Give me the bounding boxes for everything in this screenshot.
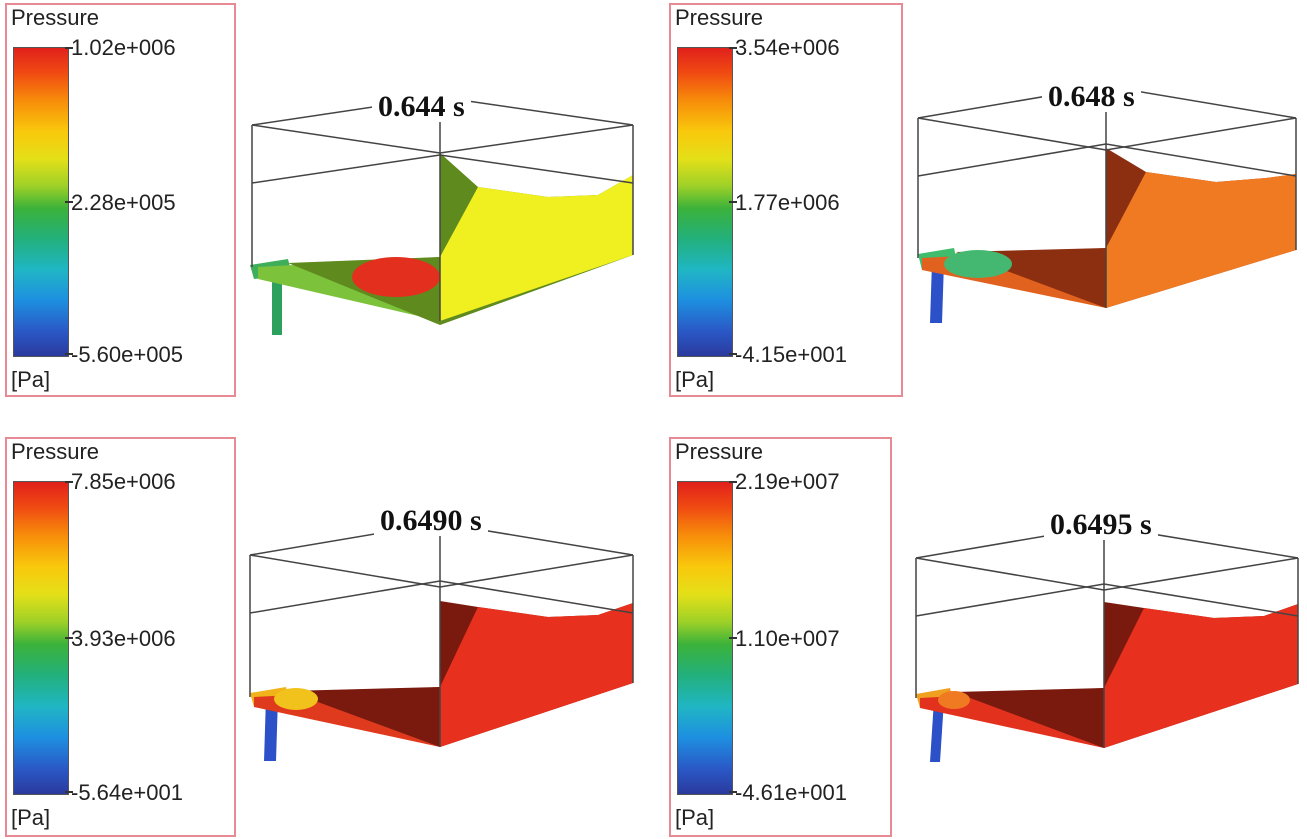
side-wall [1104,604,1298,748]
color-scale-bar [677,481,733,795]
fluid-volume [250,96,634,335]
tick-mark [729,637,737,639]
legend-min: -4.61e+001 [735,780,847,805]
legend-min: -5.64e+001 [71,780,183,805]
tick-mark [65,637,73,639]
tick-mark [65,201,73,203]
legend-unit: [Pa] [675,805,715,830]
tick-mark [729,481,737,483]
frame-edge [251,154,441,184]
panel-0644: Pressure 1.02e+006 2.28e+005 -5.60e+005 … [0,0,650,410]
pipe-body [264,697,278,761]
side-wall [1106,172,1296,308]
fluid-volume [915,525,1299,762]
legend-mid: 1.77e+006 [735,190,840,215]
frame-edge [915,557,1105,591]
frame-edge [915,583,1105,617]
tick-mark [729,353,737,355]
tick-mark [65,47,73,49]
legend-min: -5.60e+005 [71,342,183,367]
legend-box: Pressure 2.19e+007 1.10e+007 -4.61e+001 … [669,437,892,837]
panel-06495: Pressure 2.19e+007 1.10e+007 -4.61e+001 … [664,432,1307,839]
color-scale-bar [677,47,733,357]
panel-0648: Pressure 3.54e+006 1.77e+006 -4.15e+001 … [664,0,1307,410]
panel-06490: Pressure 7.85e+006 3.93e+006 -5.64e+001 … [0,432,650,839]
legend-mid: 2.28e+005 [71,190,176,215]
tick-mark [65,481,73,483]
legend-mid: 3.93e+006 [71,626,176,651]
time-label: 0.6495 s [1044,510,1158,540]
legend-max: 2.19e+007 [735,469,840,494]
legend-unit: [Pa] [11,367,51,392]
frame-edge [439,154,634,184]
pressure-hotspot [274,688,318,710]
frame-edge [1103,557,1299,591]
frame-edge [1105,143,1297,177]
frame-edge [917,117,1107,151]
frame-edge [249,554,441,588]
tick-mark [729,201,737,203]
frame-edge [1103,583,1299,617]
frame-edge [1105,117,1297,151]
legend-title: Pressure [11,5,100,30]
time-label: 0.644 s [372,92,471,122]
frame-edge [439,124,634,154]
frame-edge [251,124,441,154]
pipe-body [930,700,944,762]
fluid-volume [249,522,634,761]
legend-title: Pressure [675,5,764,30]
fluid-volume [917,85,1297,323]
legend-box: Pressure 7.85e+006 3.93e+006 -5.64e+001 … [5,437,236,837]
frame-edge [917,143,1107,177]
side-wall [440,603,633,747]
pipe-body [930,262,944,323]
pressure-hotspot [352,257,440,297]
side-wall [440,175,633,321]
legend-max: 1.02e+006 [71,35,176,60]
frame-edge [249,580,441,614]
legend-unit: [Pa] [11,805,51,830]
tick-mark [729,791,737,793]
frame-edge [439,96,634,126]
frame-edge [439,580,634,614]
legend-unit: [Pa] [675,367,715,392]
legend-box: Pressure 3.54e+006 1.77e+006 -4.15e+001 … [669,3,903,397]
time-label: 0.6490 s [374,506,488,536]
time-label: 0.648 s [1042,82,1141,112]
legend-box: Pressure 1.02e+006 2.28e+005 -5.60e+005 … [5,3,236,397]
legend-max: 3.54e+006 [735,35,840,60]
pressure-hotspot [944,250,1012,278]
legend-max: 7.85e+006 [71,469,176,494]
tick-mark [65,353,73,355]
color-scale-bar [13,481,69,795]
color-scale-bar [13,47,69,357]
frame-edge [439,554,634,588]
tick-mark [65,791,73,793]
legend-title: Pressure [11,439,100,464]
pipe-body [272,267,282,335]
legend-mid: 1.10e+007 [735,626,840,651]
legend-min: -4.15e+001 [735,342,847,367]
legend-title: Pressure [675,439,764,464]
pressure-hotspot [938,691,970,709]
tick-mark [729,47,737,49]
